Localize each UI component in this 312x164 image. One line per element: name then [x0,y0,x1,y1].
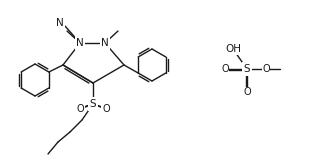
Text: S: S [244,64,250,74]
Text: N: N [101,38,109,48]
Text: OH: OH [225,44,241,54]
Text: O: O [221,64,229,74]
Text: O: O [76,104,84,114]
Text: O: O [243,87,251,97]
Text: O: O [262,64,270,74]
Text: S: S [90,99,96,109]
Text: N: N [76,38,84,48]
Text: N: N [76,38,84,48]
Text: N: N [56,18,64,28]
Text: O: O [102,104,110,114]
Text: N: N [101,38,109,48]
